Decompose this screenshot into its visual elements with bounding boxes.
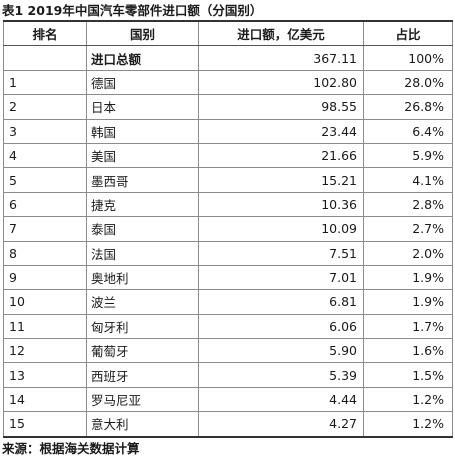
country-cell: 墨西哥 — [86, 167, 199, 193]
share-cell: 28.0% — [363, 69, 453, 96]
share-cell: 1.9% — [363, 264, 453, 291]
table-row: 4 美国 21.66 5.9% — [3, 142, 453, 169]
country-cell: 罗马尼亚 — [86, 386, 199, 413]
table-row: 15 意大利 4.27 1.2% — [3, 411, 453, 438]
share-cell: 1.9% — [363, 289, 453, 315]
amount-cell: 4.44 — [198, 386, 364, 413]
share-cell: 1.6% — [363, 338, 453, 364]
header-country: 国别 — [86, 20, 199, 47]
rank-cell: 2 — [3, 94, 87, 120]
amount-cell: 4.27 — [198, 411, 364, 438]
table-row: 12 葡萄牙 5.90 1.6% — [3, 338, 453, 364]
amount-cell: 6.81 — [198, 289, 364, 315]
total-share: 100% — [363, 45, 453, 71]
table-row: 3 韩国 23.44 6.4% — [3, 118, 453, 144]
rank-cell: 13 — [3, 362, 87, 388]
share-cell: 2.0% — [363, 240, 453, 266]
country-cell: 波兰 — [86, 289, 199, 315]
amount-cell: 102.80 — [198, 69, 364, 96]
table-row: 14 罗马尼亚 4.44 1.2% — [3, 386, 453, 413]
total-row: 进口总额 367.11 100% — [3, 45, 453, 71]
table-row: 9 奥地利 7.01 1.9% — [3, 264, 453, 291]
amount-cell: 10.36 — [198, 191, 364, 218]
country-cell: 捷克 — [86, 191, 199, 218]
country-cell: 韩国 — [86, 118, 199, 144]
import-table-container: 排名 国别 进口额，亿美元 占比 进口总额 367.11 100% 1 德国 102… — [3, 20, 453, 438]
share-cell: 2.8% — [363, 191, 453, 218]
amount-cell: 10.09 — [198, 216, 364, 242]
share-cell: 1.5% — [363, 362, 453, 388]
source-note: 来源：根据海关数据计算 — [2, 441, 140, 456]
header-amount: 进口额，亿美元 — [198, 20, 364, 47]
header-rank: 排名 — [3, 20, 87, 47]
rank-cell: 9 — [3, 264, 87, 291]
rank-cell: 11 — [3, 313, 87, 340]
share-cell: 1.2% — [363, 386, 453, 413]
amount-cell: 7.51 — [198, 240, 364, 266]
amount-cell: 5.90 — [198, 338, 364, 364]
table-row: 1 德国 102.80 28.0% — [3, 69, 453, 96]
table-header-row: 排名 国别 进口额，亿美元 占比 — [3, 20, 453, 47]
country-cell: 匈牙利 — [86, 313, 199, 340]
header-share: 占比 — [363, 20, 453, 47]
table-row: 8 法国 7.51 2.0% — [3, 240, 453, 266]
country-cell: 奥地利 — [86, 264, 199, 291]
share-cell: 1.2% — [363, 411, 453, 438]
rank-cell: 4 — [3, 142, 87, 169]
amount-cell: 5.39 — [198, 362, 364, 388]
amount-cell: 23.44 — [198, 118, 364, 144]
rank-cell: 10 — [3, 289, 87, 315]
share-cell: 2.7% — [363, 216, 453, 242]
amount-cell: 21.66 — [198, 142, 364, 169]
rank-cell: 1 — [3, 69, 87, 96]
table-row: 6 捷克 10.36 2.8% — [3, 191, 453, 218]
rank-cell: 8 — [3, 240, 87, 266]
amount-cell: 7.01 — [198, 264, 364, 291]
table-row: 2 日本 98.55 26.8% — [3, 94, 453, 120]
total-rank — [3, 45, 87, 71]
table-row: 10 波兰 6.81 1.9% — [3, 289, 453, 315]
country-cell: 葡萄牙 — [86, 338, 199, 364]
share-cell: 4.1% — [363, 167, 453, 193]
country-cell: 美国 — [86, 142, 199, 169]
table-row: 5 墨西哥 15.21 4.1% — [3, 167, 453, 193]
share-cell: 1.7% — [363, 313, 453, 340]
rank-cell: 5 — [3, 167, 87, 193]
table-row: 13 西班牙 5.39 1.5% — [3, 362, 453, 388]
country-cell: 法国 — [86, 240, 199, 266]
total-label: 进口总额 — [86, 45, 199, 71]
country-cell: 德国 — [86, 69, 199, 96]
amount-cell: 98.55 — [198, 94, 364, 120]
table-row: 11 匈牙利 6.06 1.7% — [3, 313, 453, 340]
country-cell: 西班牙 — [86, 362, 199, 388]
country-cell: 泰国 — [86, 216, 199, 242]
country-cell: 意大利 — [86, 411, 199, 438]
table-row: 7 泰国 10.09 2.7% — [3, 216, 453, 242]
share-cell: 6.4% — [363, 118, 453, 144]
rank-cell: 7 — [3, 216, 87, 242]
share-cell: 26.8% — [363, 94, 453, 120]
rank-cell: 15 — [3, 411, 87, 438]
table-title: 表1 2019年中国汽车零部件进口额（分国别） — [2, 3, 263, 18]
rank-cell: 6 — [3, 191, 87, 218]
share-cell: 5.9% — [363, 142, 453, 169]
rank-cell: 12 — [3, 338, 87, 364]
amount-cell: 6.06 — [198, 313, 364, 340]
import-table: 排名 国别 进口额，亿美元 占比 进口总额 367.11 100% 1 德国 102… — [3, 20, 453, 438]
amount-cell: 15.21 — [198, 167, 364, 193]
total-amount: 367.11 — [198, 45, 364, 71]
country-cell: 日本 — [86, 94, 199, 120]
rank-cell: 14 — [3, 386, 87, 413]
rank-cell: 3 — [3, 118, 87, 144]
